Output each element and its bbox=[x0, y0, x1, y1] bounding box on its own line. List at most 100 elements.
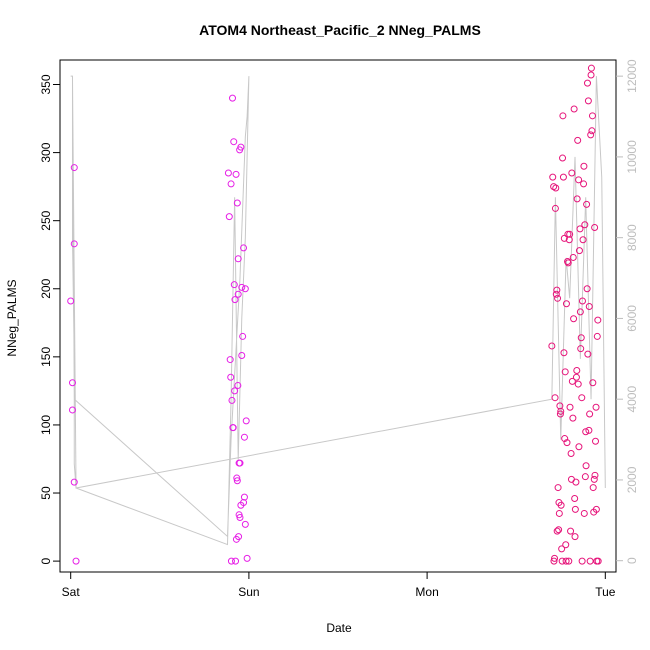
data-point bbox=[553, 286, 561, 294]
data-point bbox=[565, 557, 573, 565]
data-point bbox=[575, 443, 583, 451]
data-point bbox=[575, 176, 583, 184]
data-point bbox=[553, 527, 561, 535]
data-point bbox=[551, 204, 559, 212]
data-point bbox=[564, 259, 572, 267]
plot-frame bbox=[59, 59, 617, 573]
data-point bbox=[224, 169, 232, 177]
data-point bbox=[576, 225, 584, 233]
data-point bbox=[227, 180, 235, 188]
data-point bbox=[594, 316, 602, 324]
data-point bbox=[232, 170, 240, 178]
data-point bbox=[592, 437, 600, 445]
data-point bbox=[227, 373, 235, 381]
chart-title: ATOM4 Northeast_Pacific_2 NNeg_PALMS bbox=[199, 22, 481, 38]
data-point bbox=[573, 195, 581, 203]
data-point bbox=[578, 394, 586, 402]
y2-tick-label: 4000 bbox=[625, 386, 639, 413]
y-tick-label: 150 bbox=[39, 347, 53, 367]
data-point bbox=[561, 368, 569, 376]
data-point bbox=[560, 234, 568, 242]
data-point bbox=[561, 435, 569, 443]
data-point bbox=[586, 410, 594, 418]
data-point bbox=[583, 200, 591, 208]
y-tick-label: 350 bbox=[39, 74, 53, 94]
data-point bbox=[587, 131, 595, 139]
data-point bbox=[585, 302, 593, 310]
data-point bbox=[565, 236, 573, 244]
x-tick-label: Mon bbox=[415, 585, 438, 599]
data-point bbox=[589, 484, 597, 492]
data-point bbox=[550, 557, 558, 565]
data-point bbox=[581, 221, 589, 229]
data-point bbox=[241, 520, 249, 528]
data-point bbox=[575, 247, 583, 255]
data-point bbox=[570, 315, 578, 323]
data-point bbox=[562, 541, 570, 549]
data-point bbox=[568, 169, 576, 177]
data-point bbox=[576, 308, 584, 316]
data-point bbox=[570, 105, 578, 113]
line-path bbox=[70, 75, 606, 546]
y-axis-left: 0 50 100 150 200 250 300 350 bbox=[39, 74, 60, 564]
data-point bbox=[240, 244, 248, 252]
data-point bbox=[583, 285, 591, 293]
data-point bbox=[237, 143, 245, 151]
x-axis-label: Date bbox=[326, 621, 352, 635]
data-point bbox=[558, 545, 566, 553]
data-point bbox=[548, 342, 556, 350]
data-point bbox=[231, 387, 239, 395]
data-point bbox=[569, 253, 577, 261]
data-point bbox=[554, 484, 562, 492]
data-point bbox=[551, 394, 559, 402]
data-point bbox=[235, 533, 243, 541]
data-point bbox=[566, 403, 574, 411]
data-point bbox=[567, 527, 575, 535]
data-point bbox=[581, 473, 589, 481]
data-point bbox=[579, 236, 587, 244]
data-point bbox=[580, 180, 588, 188]
data-point bbox=[68, 379, 76, 387]
y-tick-label: 100 bbox=[39, 415, 53, 435]
data-point bbox=[236, 459, 244, 467]
data-point bbox=[559, 112, 567, 120]
data-point bbox=[234, 290, 242, 298]
data-point bbox=[563, 439, 571, 447]
data-point bbox=[562, 300, 570, 308]
data-point bbox=[574, 136, 582, 144]
data-point bbox=[589, 379, 597, 387]
data-point bbox=[568, 377, 576, 385]
data-point bbox=[226, 356, 234, 364]
data-point bbox=[572, 478, 580, 486]
data-point bbox=[227, 557, 235, 565]
y2-tick-label: 10000 bbox=[625, 140, 639, 174]
data-point bbox=[583, 79, 591, 87]
data-point bbox=[558, 557, 566, 565]
data-point bbox=[555, 526, 563, 534]
data-point bbox=[590, 475, 598, 483]
data-point bbox=[593, 332, 601, 340]
data-point bbox=[70, 164, 78, 172]
y2-tick-label: 12000 bbox=[625, 59, 639, 93]
data-point bbox=[240, 493, 248, 501]
data-point bbox=[229, 424, 237, 432]
line-series bbox=[70, 75, 606, 546]
data-point bbox=[578, 297, 586, 305]
y2-tick-label: 6000 bbox=[625, 305, 639, 332]
data-point bbox=[232, 557, 240, 565]
data-point bbox=[578, 557, 586, 565]
data-point bbox=[573, 366, 581, 374]
y-tick-label: 50 bbox=[39, 486, 53, 500]
data-point bbox=[554, 294, 562, 302]
data-point bbox=[552, 184, 560, 192]
data-point bbox=[572, 373, 580, 381]
data-point bbox=[551, 554, 559, 562]
data-point bbox=[562, 557, 570, 565]
data-point bbox=[552, 290, 560, 298]
x-tick-label: Tue bbox=[595, 585, 616, 599]
data-point bbox=[566, 230, 574, 238]
data-point bbox=[567, 475, 575, 483]
data-point bbox=[582, 462, 590, 470]
y-tick-label: 200 bbox=[39, 278, 53, 298]
y-axis-right: 0 2000 4000 6000 8000 10000 12000 bbox=[616, 59, 639, 564]
